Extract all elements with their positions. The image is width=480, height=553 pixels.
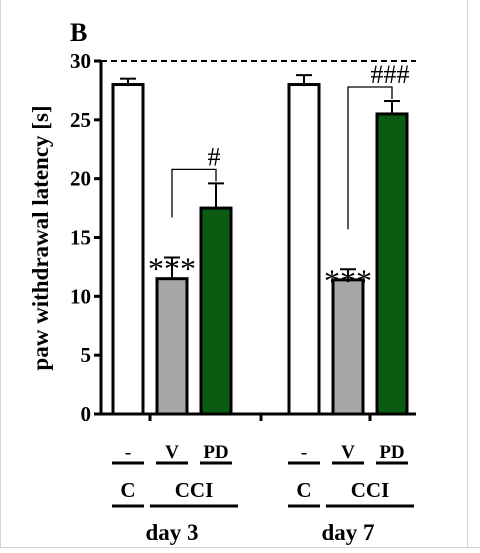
group-label: day 7: [321, 520, 374, 545]
bar-label: PD: [203, 442, 228, 463]
significance-label: ***: [324, 262, 372, 298]
panel-label: B: [70, 18, 87, 47]
y-tick-label: 15: [70, 226, 91, 250]
y-tick-label: 0: [81, 402, 92, 426]
bar-label: PD: [379, 442, 404, 463]
y-tick-label: 10: [70, 284, 91, 308]
bar: [331, 278, 365, 416]
y-axis-label: paw withdrawal latency [s]: [28, 105, 53, 370]
treatment-label: CCI: [351, 478, 390, 502]
comparison-label: ###: [371, 60, 410, 89]
bar-label: -: [301, 442, 307, 463]
annotations-layer: *** # *** ###: [148, 60, 410, 298]
treatment-label: C: [120, 478, 135, 502]
bar: [287, 83, 321, 416]
bar-label: -: [125, 442, 131, 463]
treatment-label: CCI: [175, 478, 214, 502]
treatment-label: C: [296, 478, 311, 502]
comparison-bracket: [171, 168, 217, 218]
bar-label: V: [341, 442, 355, 463]
category-labels: - V PD C CCI day 3 - V PD C CCI day 7: [112, 442, 414, 545]
y-tick-label: 5: [81, 343, 92, 367]
bar-label: V: [165, 442, 179, 463]
bar: [111, 83, 145, 416]
bar: [375, 112, 409, 416]
comparison-label: #: [208, 142, 221, 171]
bar: [155, 277, 189, 416]
comparison-bracket: [347, 86, 393, 230]
group-label: day 3: [145, 520, 198, 545]
bar: [199, 206, 233, 416]
y-tick-label: 25: [70, 108, 91, 132]
significance-label: ***: [148, 251, 196, 287]
bars-layer: [111, 74, 409, 416]
y-tick-label: 20: [70, 167, 91, 191]
y-tick-label: 30: [70, 49, 91, 73]
